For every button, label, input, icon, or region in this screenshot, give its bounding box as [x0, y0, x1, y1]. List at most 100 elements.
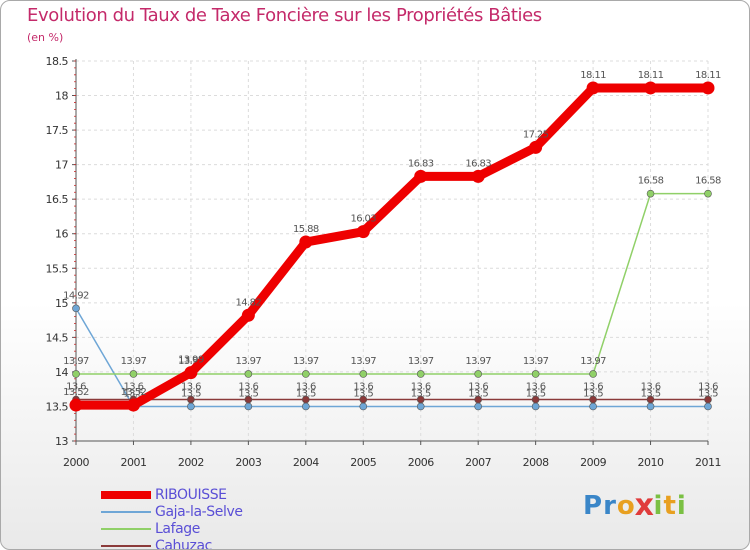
data-point: [529, 140, 543, 154]
data-label: 16.83: [408, 158, 434, 169]
x-tick-label: 2008: [523, 456, 549, 469]
legend-swatch: [101, 511, 151, 513]
legend-swatch: [101, 491, 151, 499]
data-label: 17.25: [523, 129, 549, 140]
data-point: [474, 402, 482, 411]
data-label: 13.97: [523, 356, 549, 367]
data-label: 13.6: [411, 382, 431, 393]
data-point: [531, 395, 540, 404]
data-label: 13.5: [124, 388, 144, 399]
data-label: 13.5: [468, 388, 488, 399]
data-point: [126, 398, 140, 412]
data-point: [704, 402, 712, 411]
data-label: 13.97: [465, 356, 491, 367]
x-tick-label: 2010: [638, 456, 664, 469]
data-point: [471, 169, 485, 183]
data-point: [531, 370, 540, 378]
data-label: 13.97: [293, 356, 319, 367]
data-label: 13.5: [296, 388, 316, 399]
data-point: [644, 81, 658, 95]
logo-letter: P: [583, 491, 604, 521]
data-point: [704, 395, 712, 404]
data-point: [416, 395, 425, 404]
series-line: [75, 307, 709, 408]
data-point: [244, 370, 253, 378]
data-label: 13.97: [580, 356, 606, 367]
data-label: 13.6: [583, 382, 603, 393]
series-ribouisse: 13.52 13.52 13.99 14.82 15.88 16.03 16.83 16.83…: [63, 70, 722, 412]
data-point: [187, 395, 195, 404]
logo-letter: i: [676, 491, 687, 521]
data-label: 18.11: [580, 70, 606, 81]
y-tick-label: 14.5: [46, 331, 69, 344]
data-point: [129, 370, 138, 378]
data-point: [589, 370, 597, 378]
data-label: 13.5: [583, 388, 603, 399]
data-point: [414, 169, 428, 183]
x-tick-label: 2009: [580, 456, 606, 469]
legend-swatch: [101, 528, 151, 530]
data-label: 16.58: [695, 176, 721, 187]
data-point: [244, 402, 253, 411]
data-label: 13.5: [181, 388, 201, 399]
data-label: 13.52: [121, 387, 147, 398]
x-tick-label: 2011: [695, 456, 721, 469]
data-point: [704, 189, 712, 198]
data-label: 13.6: [296, 382, 316, 393]
data-label: 13.6: [124, 382, 144, 393]
data-point: [241, 308, 255, 322]
data-point: [646, 402, 655, 411]
data-label: 15.88: [293, 224, 319, 235]
data-point: [589, 402, 597, 411]
logo-letter: x: [634, 488, 655, 524]
y-tick-label: 18: [55, 90, 68, 103]
data-label: 13.5: [698, 388, 718, 399]
logo-letter: o: [616, 491, 636, 521]
y-tick-label: 13.5: [46, 400, 69, 413]
legend-label: Lafage: [155, 521, 200, 537]
data-point: [646, 189, 655, 198]
data-label: 13.97: [121, 356, 147, 367]
y-tick-label: 16.5: [46, 193, 69, 206]
legend-swatch: [101, 545, 151, 547]
data-point: [72, 304, 80, 313]
data-label: 13.6: [468, 382, 488, 393]
data-point: [359, 402, 368, 411]
data-label: 16.83: [465, 158, 491, 169]
data-label: 13.97: [350, 356, 376, 367]
y-unit-label: (en %): [27, 31, 64, 44]
legend-label: RIBOUISSE: [155, 487, 227, 503]
data-label: 18.11: [638, 70, 664, 81]
y-tick-label: 17.5: [46, 124, 69, 137]
data-point: [69, 398, 83, 412]
data-point: [474, 370, 482, 378]
series-cahuzac: 13.6 13.6 13.6 13.6 13.6 13.6 13.6 13.6 13.6 13.6…: [66, 382, 719, 404]
data-point: [531, 402, 540, 411]
legend-label: Cahuzac: [155, 538, 212, 550]
data-point: [416, 370, 425, 378]
data-label: 18.11: [695, 70, 721, 81]
x-tick-label: 2001: [120, 456, 146, 469]
data-point: [356, 225, 370, 239]
data-label: 13.97: [408, 356, 434, 367]
data-point: [302, 395, 310, 404]
x-tick-label: 2004: [293, 456, 319, 469]
y-tick-label: 17: [55, 159, 68, 172]
data-label: 13.6: [353, 382, 373, 393]
y-tick-label: 15.5: [46, 262, 69, 275]
x-tick-label: 2000: [63, 456, 89, 469]
data-label: 13.52: [63, 387, 89, 398]
y-tick-label: 15: [55, 297, 68, 310]
y-tick-label: 18.5: [46, 55, 69, 68]
data-point: [586, 81, 600, 95]
data-label: 14.82: [236, 297, 262, 308]
data-point: [589, 395, 597, 404]
data-label: 13.6: [238, 382, 258, 393]
data-label: 13.5: [641, 388, 661, 399]
data-point: [184, 366, 198, 380]
y-tick-label: 14: [55, 366, 68, 379]
data-label: 13.97: [236, 356, 262, 367]
logo-letter: i: [653, 491, 664, 521]
data-label: 13.97: [63, 356, 89, 367]
